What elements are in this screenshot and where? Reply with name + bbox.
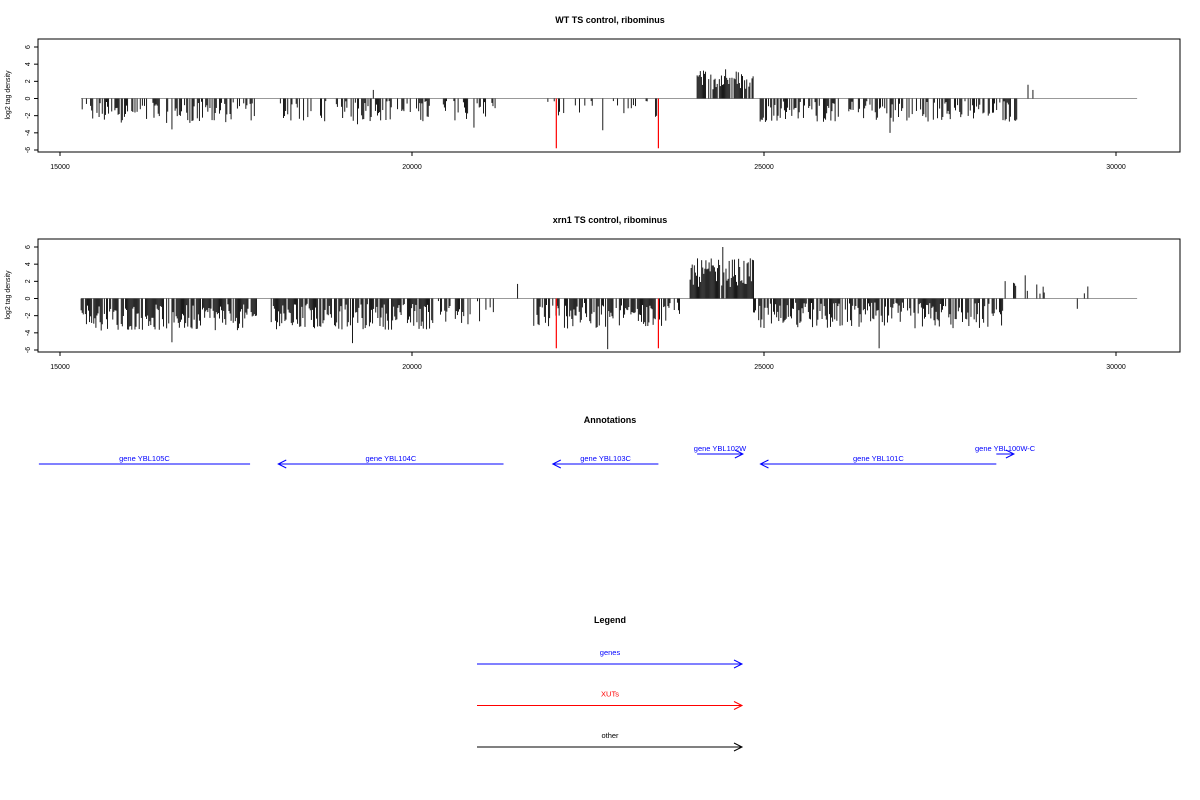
wt-plot-frame [37,38,1181,153]
wt-y-tick-label: -2 [25,112,32,118]
arrowhead-right-icon [733,701,744,710]
feature-label: gene YBL105C [119,454,170,463]
annotation-feature: gene YBL102W [694,444,747,459]
arrowhead-right-icon [734,449,744,459]
feature-label: gene YBL103C [580,454,631,463]
legend-label: XUTs [601,690,619,699]
feature-label: gene YBL101C [853,454,904,463]
wt-y-tick-label: -4 [25,130,32,136]
wt-x-tick-label: 25000 [754,164,774,171]
xrn1-y-axis: -6 -4 -2 0 2 4 6 [25,245,38,353]
xrn1-y-tick-label: 6 [25,245,32,249]
legend: Legend genes XUTs other [477,615,744,752]
xrn1-y-tick-label: 0 [25,296,32,300]
wt-y-tick-label: 4 [25,62,32,66]
annotations-track: Annotations gene YBL105C gene YBL104C gene… [38,415,1036,469]
arrowhead-left-icon [277,459,287,469]
feature-label: gene YBL104C [366,454,417,463]
wt-track-title: WT TS control, ribominus [555,15,665,25]
wt-y-tick-label: 6 [25,45,32,49]
annotation-features: gene YBL105C gene YBL104C gene YBL103C gene… [38,444,1036,469]
annotation-feature: gene YBL103C [551,454,659,469]
xrn1-y-tick-label: -2 [25,312,32,318]
legend-label: genes [600,648,621,657]
xrn1-xut-marks [555,298,660,349]
legend-item-other: other [477,731,744,752]
arrowhead-right-icon [1005,449,1016,459]
xrn1-track-panel: xrn1 TS control, ribominus log2 tag dens… [5,215,1181,371]
xrn1-x-tick-label: 15000 [50,364,70,371]
wt-x-tick-label: 15000 [50,164,70,171]
arrowhead-right-icon [733,742,744,752]
wt-density-bars [81,69,1034,133]
feature-label: gene YBL102W [694,444,747,453]
xrn1-y-tick-label: 2 [25,279,32,283]
xrn1-y-axis-label: log2 tag density [5,270,12,320]
legend-item-gene: genes [477,648,744,669]
wt-x-axis: 15000 20000 25000 30000 [50,152,1126,171]
annotation-feature: gene YBL105C [38,454,251,465]
wt-y-axis-label: log2 tag density [5,70,12,120]
arrowhead-left-icon [759,459,769,469]
xrn1-density-bars [80,247,1089,350]
xrn1-plot-frame [37,238,1181,353]
xrn1-x-axis: 15000 20000 25000 30000 [50,352,1126,371]
annotation-feature: gene YBL100W-C [975,444,1036,459]
annotations-title: Annotations [584,415,637,425]
wt-x-tick-label: 20000 [402,164,422,171]
wt-track-panel: WT TS control, ribominus log2 tag densit… [5,15,1181,171]
wt-xut-marks [555,98,660,149]
wt-y-tick-label: -6 [25,147,32,153]
arrowhead-left-icon [551,459,562,469]
wt-y-tick-label: 0 [25,96,32,100]
legend-label: other [601,731,619,740]
legend-title: Legend [594,615,626,625]
annotation-feature: gene YBL104C [277,454,504,469]
legend-items: genes XUTs other [477,648,744,752]
xrn1-x-tick-label: 30000 [1106,364,1126,371]
wt-y-axis: -6 -4 -2 0 2 4 6 [25,45,38,153]
arrowhead-right-icon [733,659,744,669]
xrn1-track-title: xrn1 TS control, ribominus [553,215,668,225]
wt-y-tick-label: 2 [25,79,32,83]
xrn1-x-tick-label: 25000 [754,364,774,371]
xrn1-x-tick-label: 20000 [402,364,422,371]
xrn1-y-tick-label: -4 [25,330,32,336]
annotation-feature: gene YBL101C [759,454,997,469]
xrn1-y-tick-label: 4 [25,262,32,266]
wt-x-tick-label: 30000 [1106,164,1126,171]
legend-item-xut: XUTs [477,690,744,710]
xrn1-y-tick-label: -6 [25,347,32,353]
feature-label: gene YBL100W-C [975,444,1036,453]
